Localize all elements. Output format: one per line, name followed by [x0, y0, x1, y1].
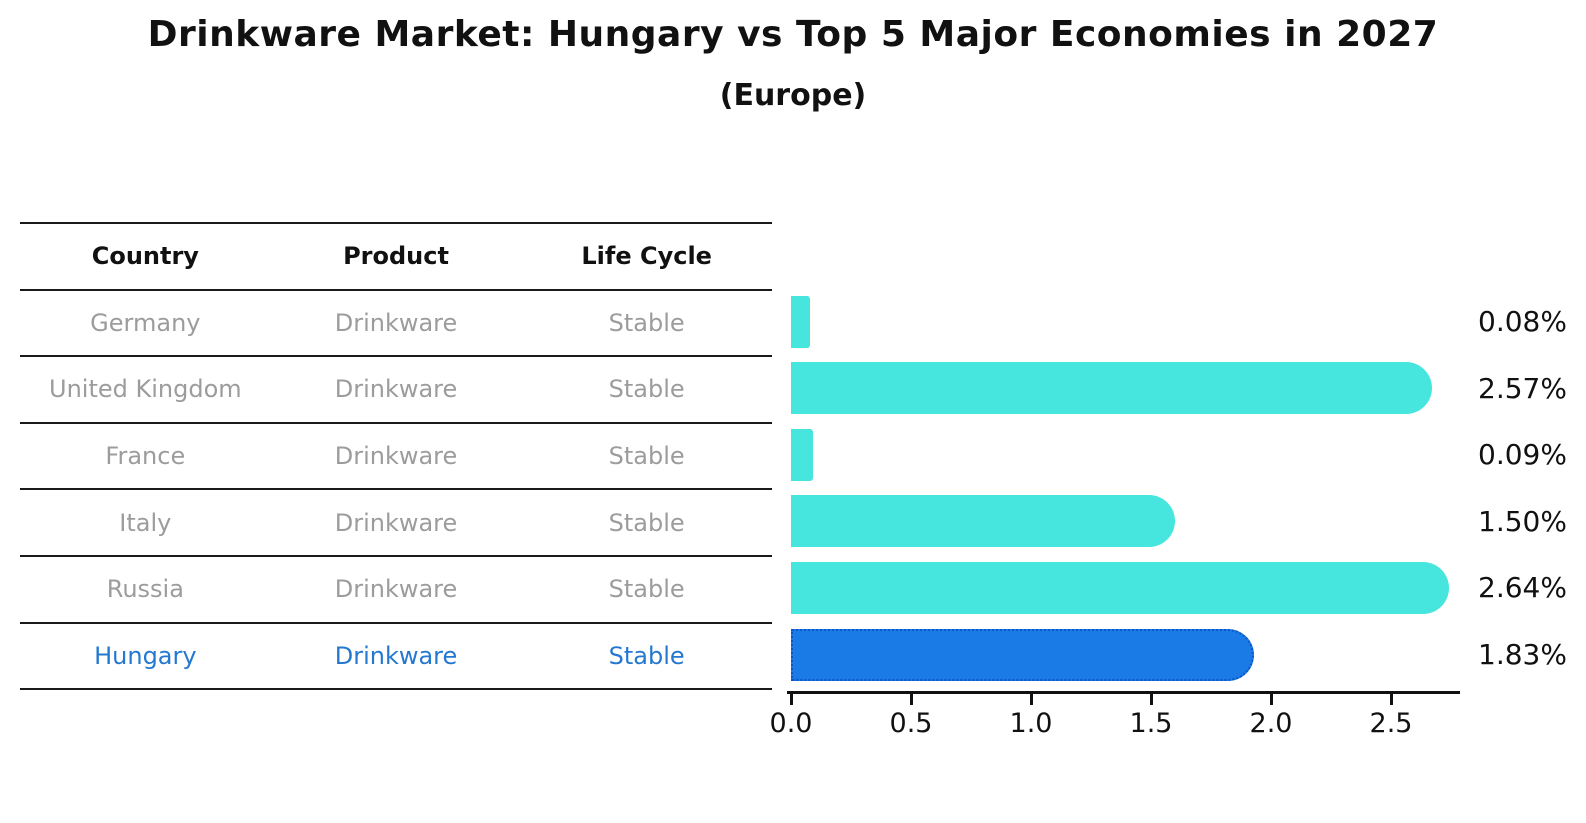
x-tick-1.5: [1149, 691, 1153, 705]
cell-product: Drinkware: [334, 575, 458, 604]
x-tick-label-2.5: 2.5: [1369, 708, 1413, 739]
cell-product: Drinkware: [334, 308, 458, 337]
cell-life-cycle: Stable: [608, 575, 685, 604]
table-row-germany: Germany Drinkware Stable: [20, 291, 772, 358]
chart-subtitle: (Europe): [719, 78, 867, 113]
x-tick-0.5: [909, 691, 913, 705]
bar-france: [791, 428, 813, 481]
cell-product: Drinkware: [334, 508, 458, 537]
table-row-france: France Drinkware Stable: [20, 424, 772, 491]
table-row-hungary: Hungary Drinkware Stable: [20, 624, 772, 691]
cell-life-cycle: Stable: [608, 375, 685, 404]
x-tick-0.0: [789, 691, 793, 705]
bar-value-label-hungary: 1.83%: [1478, 637, 1567, 671]
bar-hungary: [791, 628, 1255, 681]
bar-italy: [791, 495, 1175, 548]
bar-russia: [791, 562, 1449, 614]
table-row-italy: Italy Drinkware Stable: [20, 490, 772, 557]
cell-country: Germany: [90, 308, 201, 337]
table-header-product: Product: [343, 242, 449, 271]
table-row-russia: Russia Drinkware Stable: [20, 557, 772, 624]
x-tick-label-1.0: 1.0: [1009, 708, 1053, 739]
cell-product: Drinkware: [334, 375, 458, 404]
x-tick-1.0: [1029, 691, 1033, 705]
bar-value-label-united-kingdom: 2.57%: [1478, 371, 1567, 405]
table-row-united-kingdom: United Kingdom Drinkware Stable: [20, 357, 772, 424]
bar-value-label-italy: 1.50%: [1478, 504, 1567, 538]
cell-country: United Kingdom: [49, 375, 242, 404]
cell-life-cycle: Stable: [608, 442, 685, 471]
cell-product: Drinkware: [334, 442, 458, 471]
cell-life-cycle: Stable: [608, 641, 685, 670]
x-tick-label-0.0: 0.0: [769, 708, 813, 739]
x-tick-label-0.5: 0.5: [889, 708, 933, 739]
cell-life-cycle: Stable: [608, 508, 685, 537]
cell-life-cycle: Stable: [608, 308, 685, 337]
x-tick-label-1.5: 1.5: [1129, 708, 1173, 739]
cell-country: Russia: [106, 575, 184, 604]
bar-value-label-russia: 2.64%: [1478, 571, 1567, 605]
table-header-life-cycle: Life Cycle: [581, 242, 712, 271]
bar-value-label-france: 0.09%: [1478, 438, 1567, 472]
chart-title: Drinkware Market: Hungary vs Top 5 Major…: [147, 14, 1439, 55]
x-tick-2.0: [1269, 691, 1273, 705]
x-axis-line: [787, 691, 1460, 694]
bar-value-label-germany: 0.08%: [1478, 304, 1567, 338]
cell-country: France: [105, 442, 186, 471]
x-tick-label-2.0: 2.0: [1249, 708, 1293, 739]
country-table: Country Product Life Cycle Germany Drinkware…: [20, 222, 772, 691]
cell-country: Hungary: [94, 641, 197, 670]
cell-product: Drinkware: [334, 641, 458, 670]
bar-united-kingdom: [791, 362, 1432, 415]
table-header-row: Country Product Life Cycle: [20, 224, 772, 291]
cell-country: Italy: [119, 508, 172, 537]
x-tick-2.5: [1389, 691, 1393, 705]
bar-germany: [791, 295, 811, 348]
table-header-country: Country: [91, 242, 199, 271]
